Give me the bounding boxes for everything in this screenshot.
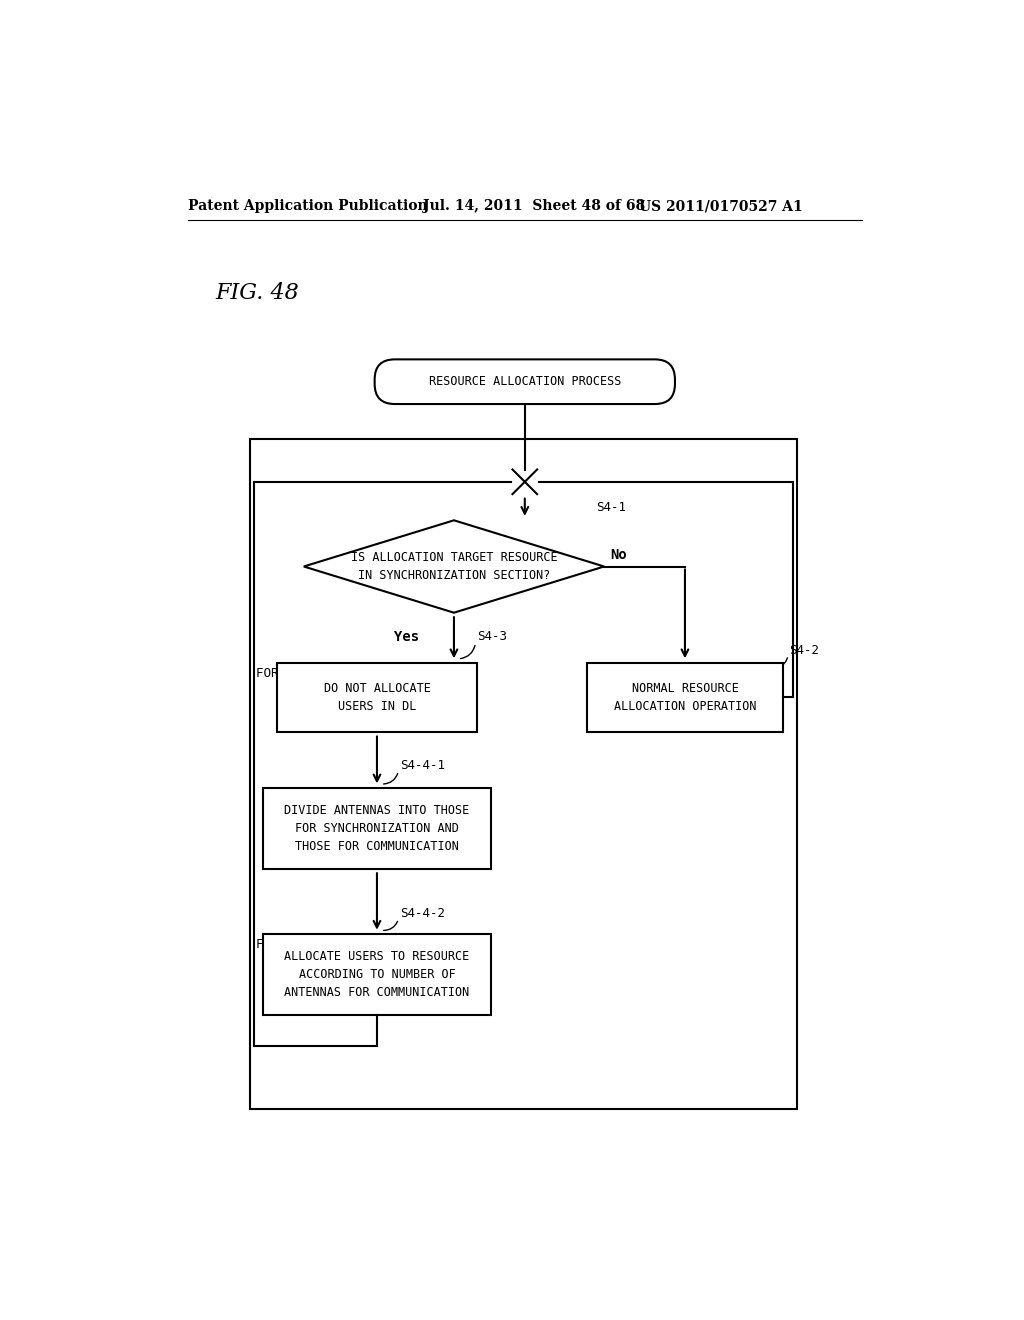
Text: DO NOT ALLOCATE
USERS IN DL: DO NOT ALLOCATE USERS IN DL xyxy=(324,682,430,713)
Bar xyxy=(263,788,490,869)
Bar xyxy=(263,935,490,1015)
Text: S4-3: S4-3 xyxy=(477,631,507,644)
Text: S4-1: S4-1 xyxy=(596,502,627,515)
Text: Jul. 14, 2011  Sheet 48 of 68: Jul. 14, 2011 Sheet 48 of 68 xyxy=(423,199,645,213)
Text: IS ALLOCATION TARGET RESOURCE
IN SYNCHRONIZATION SECTION?: IS ALLOCATION TARGET RESOURCE IN SYNCHRO… xyxy=(350,550,557,582)
Text: Patent Application Publication: Patent Application Publication xyxy=(188,199,428,213)
Text: FIG. 48: FIG. 48 xyxy=(215,282,299,304)
Text: RESOURCE ALLOCATION PROCESS: RESOURCE ALLOCATION PROCESS xyxy=(429,375,621,388)
Text: S4-4-2: S4-4-2 xyxy=(400,907,445,920)
Text: DIVIDE ANTENNAS INTO THOSE
FOR SYNCHRONIZATION AND
THOSE FOR COMMUNICATION: DIVIDE ANTENNAS INTO THOSE FOR SYNCHRONI… xyxy=(285,804,470,853)
Text: No: No xyxy=(610,548,627,562)
Text: Yes: Yes xyxy=(394,630,420,644)
Text: NORMAL RESOURCE
ALLOCATION OPERATION: NORMAL RESOURCE ALLOCATION OPERATION xyxy=(613,682,756,713)
Text: FOR DL: FOR DL xyxy=(256,667,301,680)
Bar xyxy=(276,663,477,733)
Text: S4-2: S4-2 xyxy=(790,644,819,656)
Text: US 2011/0170527 A1: US 2011/0170527 A1 xyxy=(639,199,803,213)
Text: ALLOCATE USERS TO RESOURCE
ACCORDING TO NUMBER OF
ANTENNAS FOR COMMUNICATION: ALLOCATE USERS TO RESOURCE ACCORDING TO … xyxy=(285,950,470,999)
Bar xyxy=(587,663,783,733)
Polygon shape xyxy=(304,520,604,612)
Text: FOR UL: FOR UL xyxy=(256,939,301,950)
FancyBboxPatch shape xyxy=(375,359,675,404)
Bar xyxy=(250,440,797,1109)
Text: S4-4-1: S4-4-1 xyxy=(400,759,445,772)
